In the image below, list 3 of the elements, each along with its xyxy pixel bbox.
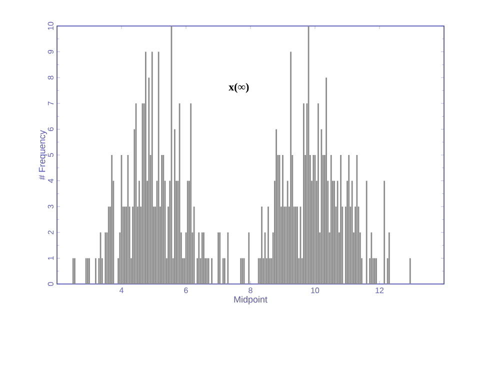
y-axis-title: # Frequency	[38, 130, 47, 180]
annotation: x(∞)	[228, 82, 249, 93]
x-axis-title: Midpoint	[234, 296, 268, 304]
